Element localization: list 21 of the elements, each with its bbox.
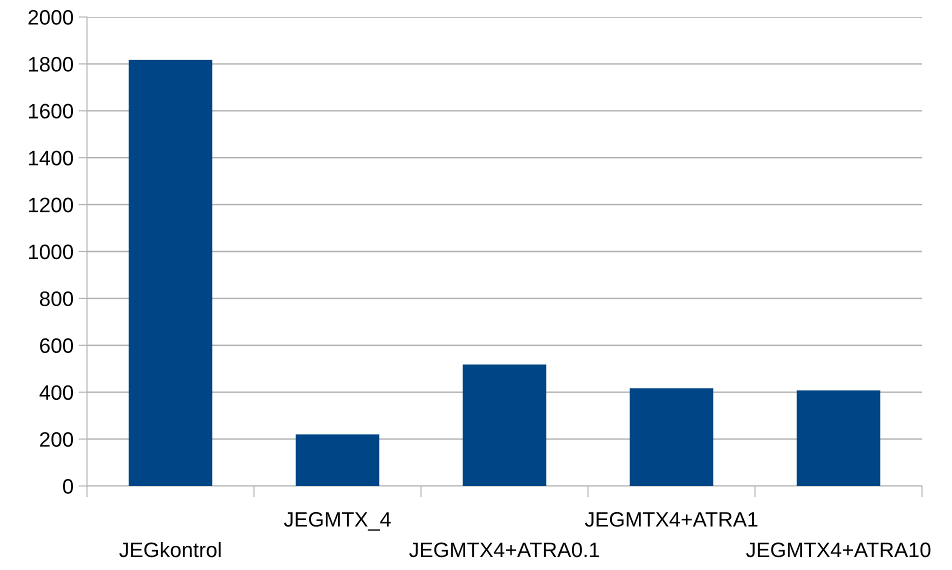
y-tick-label: 1000 [29,244,73,260]
y-tick-label: 1800 [29,56,73,72]
y-tick-label: 600 [40,338,73,354]
bar [128,60,212,486]
y-tick-label: 0 [63,479,73,494]
x-tick-label: JEGMTX4+ATRA1 [584,512,758,527]
y-tick-label: 200 [40,432,73,447]
bar [462,364,546,486]
x-tick-label: JEGkontrol [119,542,221,558]
x-tick-label: JEGMTX4+ATRA0.1 [409,542,600,558]
y-tick-label: 1600 [29,104,73,119]
bar [796,390,880,486]
x-tick-label: JEGMTX4+ATRA10 [746,542,930,558]
bar [296,434,380,486]
y-tick-label: 400 [40,385,73,400]
y-tick-label: 1400 [29,150,73,166]
bar [630,388,714,486]
y-tick-label: 1200 [29,198,73,212]
y-tick-label: 2000 [28,10,73,25]
y-tick-label: 800 [40,291,73,306]
x-tick-label: JEGMTX_4 [284,512,391,531]
